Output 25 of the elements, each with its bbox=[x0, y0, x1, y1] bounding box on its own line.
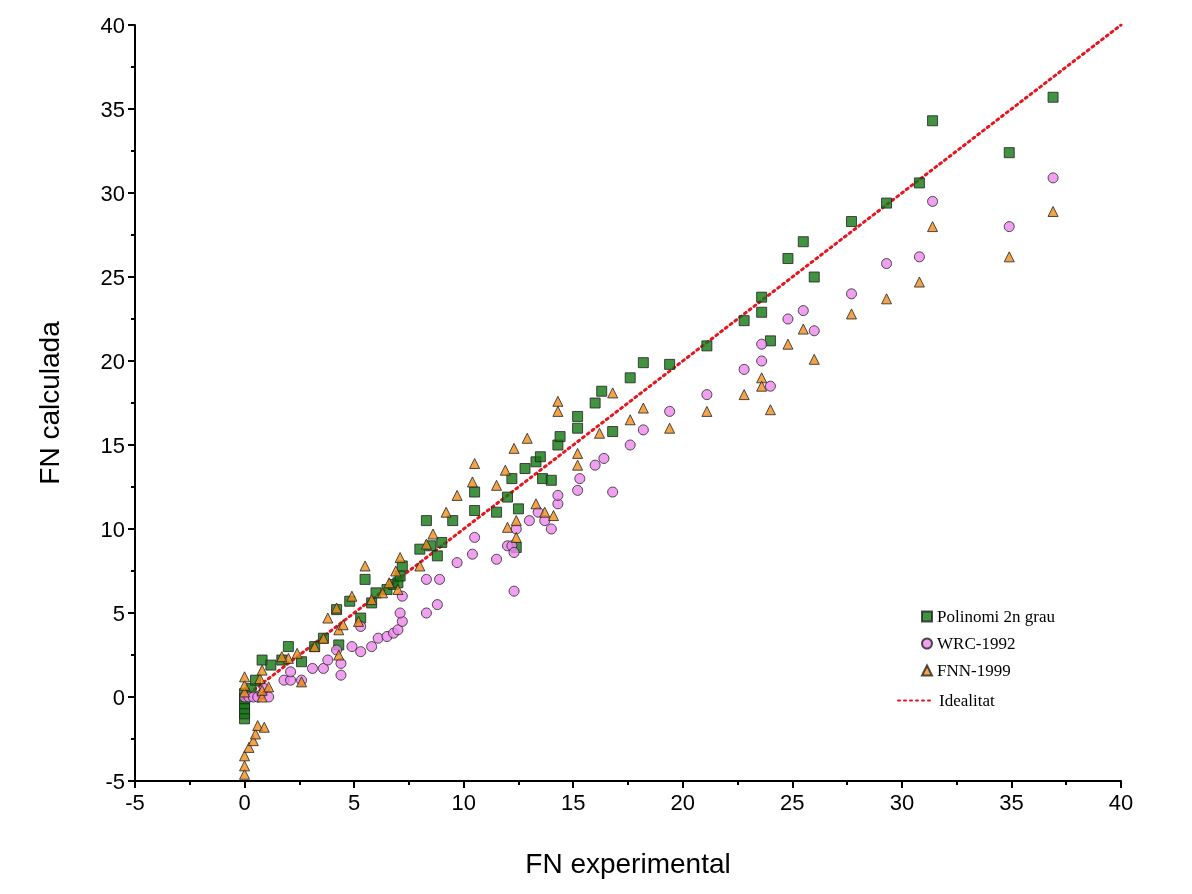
legend-label: FNN-1999 bbox=[937, 661, 1011, 680]
x-axis-title: FN experimental bbox=[525, 847, 731, 879]
x-tick-label: 5 bbox=[347, 789, 361, 815]
legend-label: WRC-1992 bbox=[937, 634, 1016, 653]
y-tick-label: 5 bbox=[112, 600, 125, 626]
y-tick-label: 15 bbox=[100, 432, 125, 458]
x-tick-label: 40 bbox=[1108, 789, 1134, 815]
y-axis-title: FN calculada bbox=[33, 320, 65, 485]
y-tick-label: 25 bbox=[100, 264, 125, 290]
x-tick-label: 0 bbox=[238, 789, 251, 815]
y-tick-label: -5 bbox=[105, 768, 125, 794]
legend-label: Polinomi 2n grau bbox=[937, 607, 1056, 626]
y-tick-label: 10 bbox=[100, 516, 125, 542]
y-tick-label: 30 bbox=[100, 180, 125, 206]
y-tick-label: 35 bbox=[100, 96, 125, 122]
y-tick-label: 0 bbox=[112, 684, 125, 710]
x-tick-label: 10 bbox=[451, 789, 476, 815]
x-tick-label: 15 bbox=[560, 789, 586, 815]
x-tick-label: 25 bbox=[780, 789, 805, 815]
y-tick-label: 20 bbox=[100, 348, 125, 374]
y-tick-label: 40 bbox=[100, 12, 125, 38]
legend-label: Idealitat bbox=[939, 691, 995, 710]
x-tick-label: 30 bbox=[889, 789, 915, 815]
x-tick-label: 35 bbox=[999, 789, 1024, 815]
x-tick-label: 20 bbox=[670, 789, 696, 815]
